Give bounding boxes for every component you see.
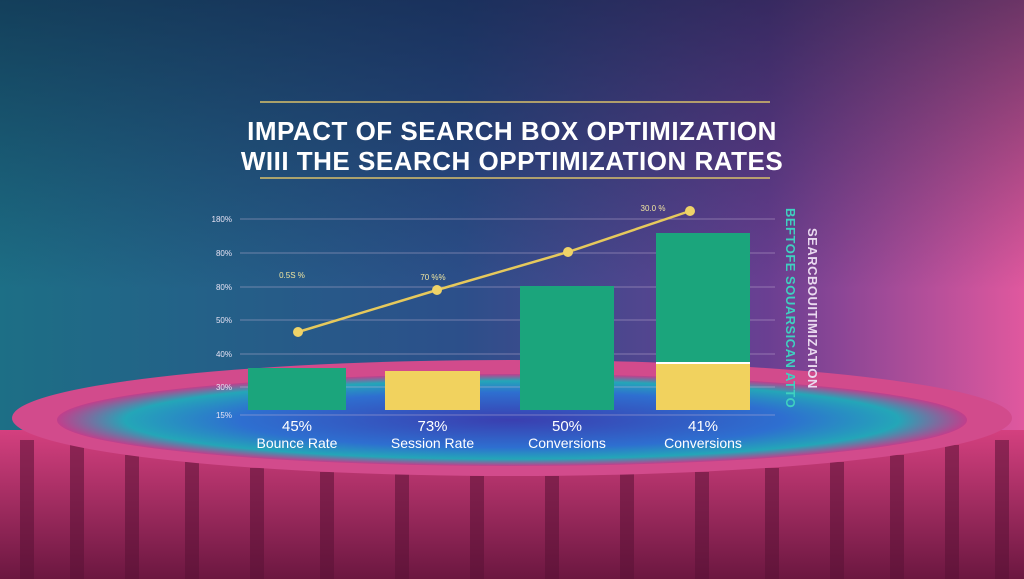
point-label: 70 %% — [420, 273, 445, 282]
bar-value-label: 73% — [417, 418, 447, 435]
bar — [385, 371, 480, 410]
trend-point — [563, 247, 573, 257]
ring-pool — [57, 374, 967, 466]
trend-point — [685, 206, 695, 216]
side-text: SEARCBOUITIMIZATION — [805, 228, 820, 389]
bar — [520, 286, 614, 410]
bar-category-label: Conversions — [528, 435, 606, 451]
bar — [248, 368, 346, 410]
axis-label: 80% — [216, 283, 232, 292]
bar-category-label: Bounce Rate — [257, 435, 338, 451]
axis-label: 180% — [212, 215, 232, 224]
trend-line — [297, 209, 691, 334]
bar-value-label: 50% — [552, 418, 582, 435]
bar-category-label: Session Rate — [391, 435, 474, 451]
bar-value-label: 45% — [282, 418, 312, 435]
axis-label: 50% — [216, 316, 232, 325]
title: WIII THE SEARCH OPPTIMIZATION RATES — [241, 146, 783, 176]
ring-grooves — [20, 440, 1009, 579]
axis-label: 15% — [216, 411, 232, 420]
bar-category-label: Conversions — [664, 435, 742, 451]
trend-point — [293, 327, 303, 337]
bar — [656, 363, 750, 410]
bar-value-label: 41% — [688, 418, 718, 435]
axis-label: 40% — [216, 350, 232, 359]
point-label: 30.0 % — [641, 204, 666, 213]
trend-point — [432, 285, 442, 295]
chart: 180% 80% 80% 50% 40% 30% 15% 45%Bounce Rate 73%S… — [212, 204, 775, 451]
point-label: 0.5S % — [279, 271, 305, 280]
ring-base — [0, 360, 1024, 579]
axis-label: 80% — [216, 249, 232, 258]
axis-label: 30% — [216, 383, 232, 392]
side-text: BEFTOFE SOUARSICAN ATTO — [783, 208, 798, 408]
title: IMPACT OF SEARCH BOX OPTIMIZATION — [247, 116, 777, 146]
bar — [656, 233, 750, 363]
